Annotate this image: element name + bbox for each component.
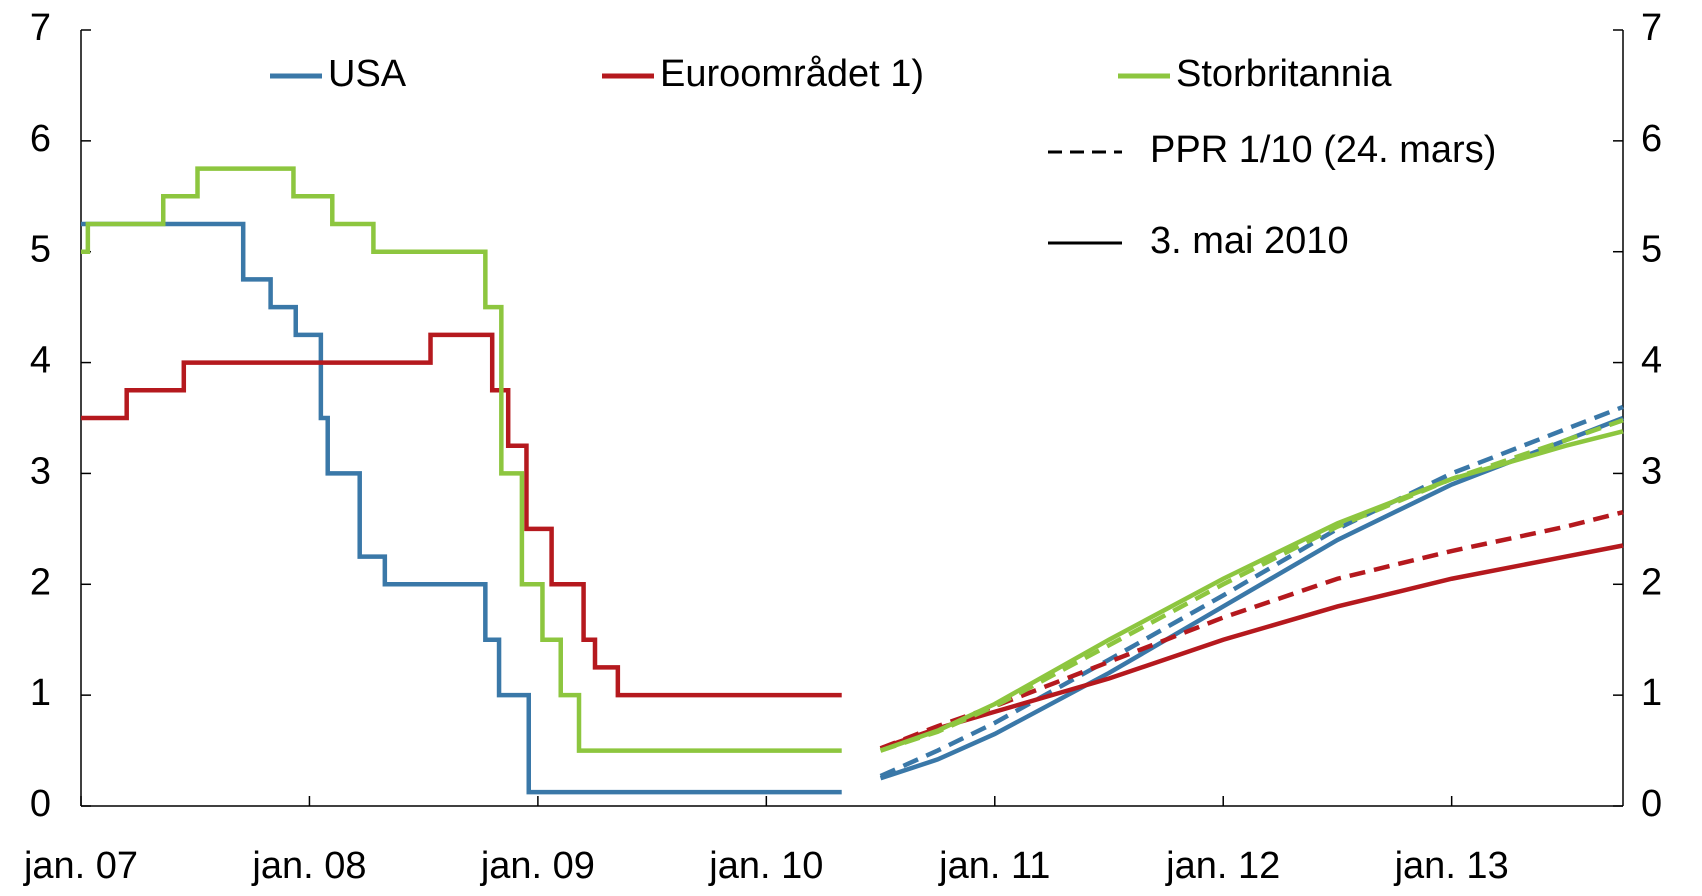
x-tick-label: jan. 11 [938,845,1050,887]
x-tick-label: jan. 09 [480,845,595,887]
y-tick-label: 1 [30,672,51,714]
x-tick-label: jan. 13 [1394,845,1509,887]
y-tick-label: 2 [1641,561,1662,603]
x-tick-label: jan. 10 [708,845,823,887]
y-tick-label: 2 [30,561,51,603]
y-tick-label: 4 [1641,340,1662,382]
y-tick-label: 5 [30,229,51,271]
y-tick-label: 6 [1641,118,1662,160]
legend-label: Euroområdet 1) [660,53,924,95]
y-tick-label: 7 [1641,7,1662,49]
legend-label: 3. mai 2010 [1150,220,1349,262]
y-tick-label: 0 [1641,783,1662,825]
x-tick-label: jan. 08 [251,845,366,887]
forecast-line [879,418,1624,753]
forecast-line [879,429,1624,753]
y-tick-label: 7 [30,7,51,49]
y-tick-label: 5 [1641,229,1662,271]
legend-label: USA [328,53,407,95]
forecast-line [879,404,1624,779]
series-line [81,166,842,753]
x-tick-label: jan. 12 [1165,845,1280,887]
forecast-line [879,415,1624,781]
y-tick-label: 6 [30,118,51,160]
x-tick-label: jan. 07 [23,845,138,887]
y-tick-label: 0 [30,783,51,825]
series-line [81,332,842,698]
y-tick-label: 1 [1641,672,1662,714]
legend-label: PPR 1/10 (24. mars) [1150,129,1496,171]
series-line [81,221,842,795]
y-tick-label: 3 [30,450,51,492]
y-tick-label: 4 [30,340,51,382]
forecast-line [879,543,1624,751]
legend-label: Storbritannia [1176,53,1392,95]
y-tick-label: 3 [1641,450,1662,492]
